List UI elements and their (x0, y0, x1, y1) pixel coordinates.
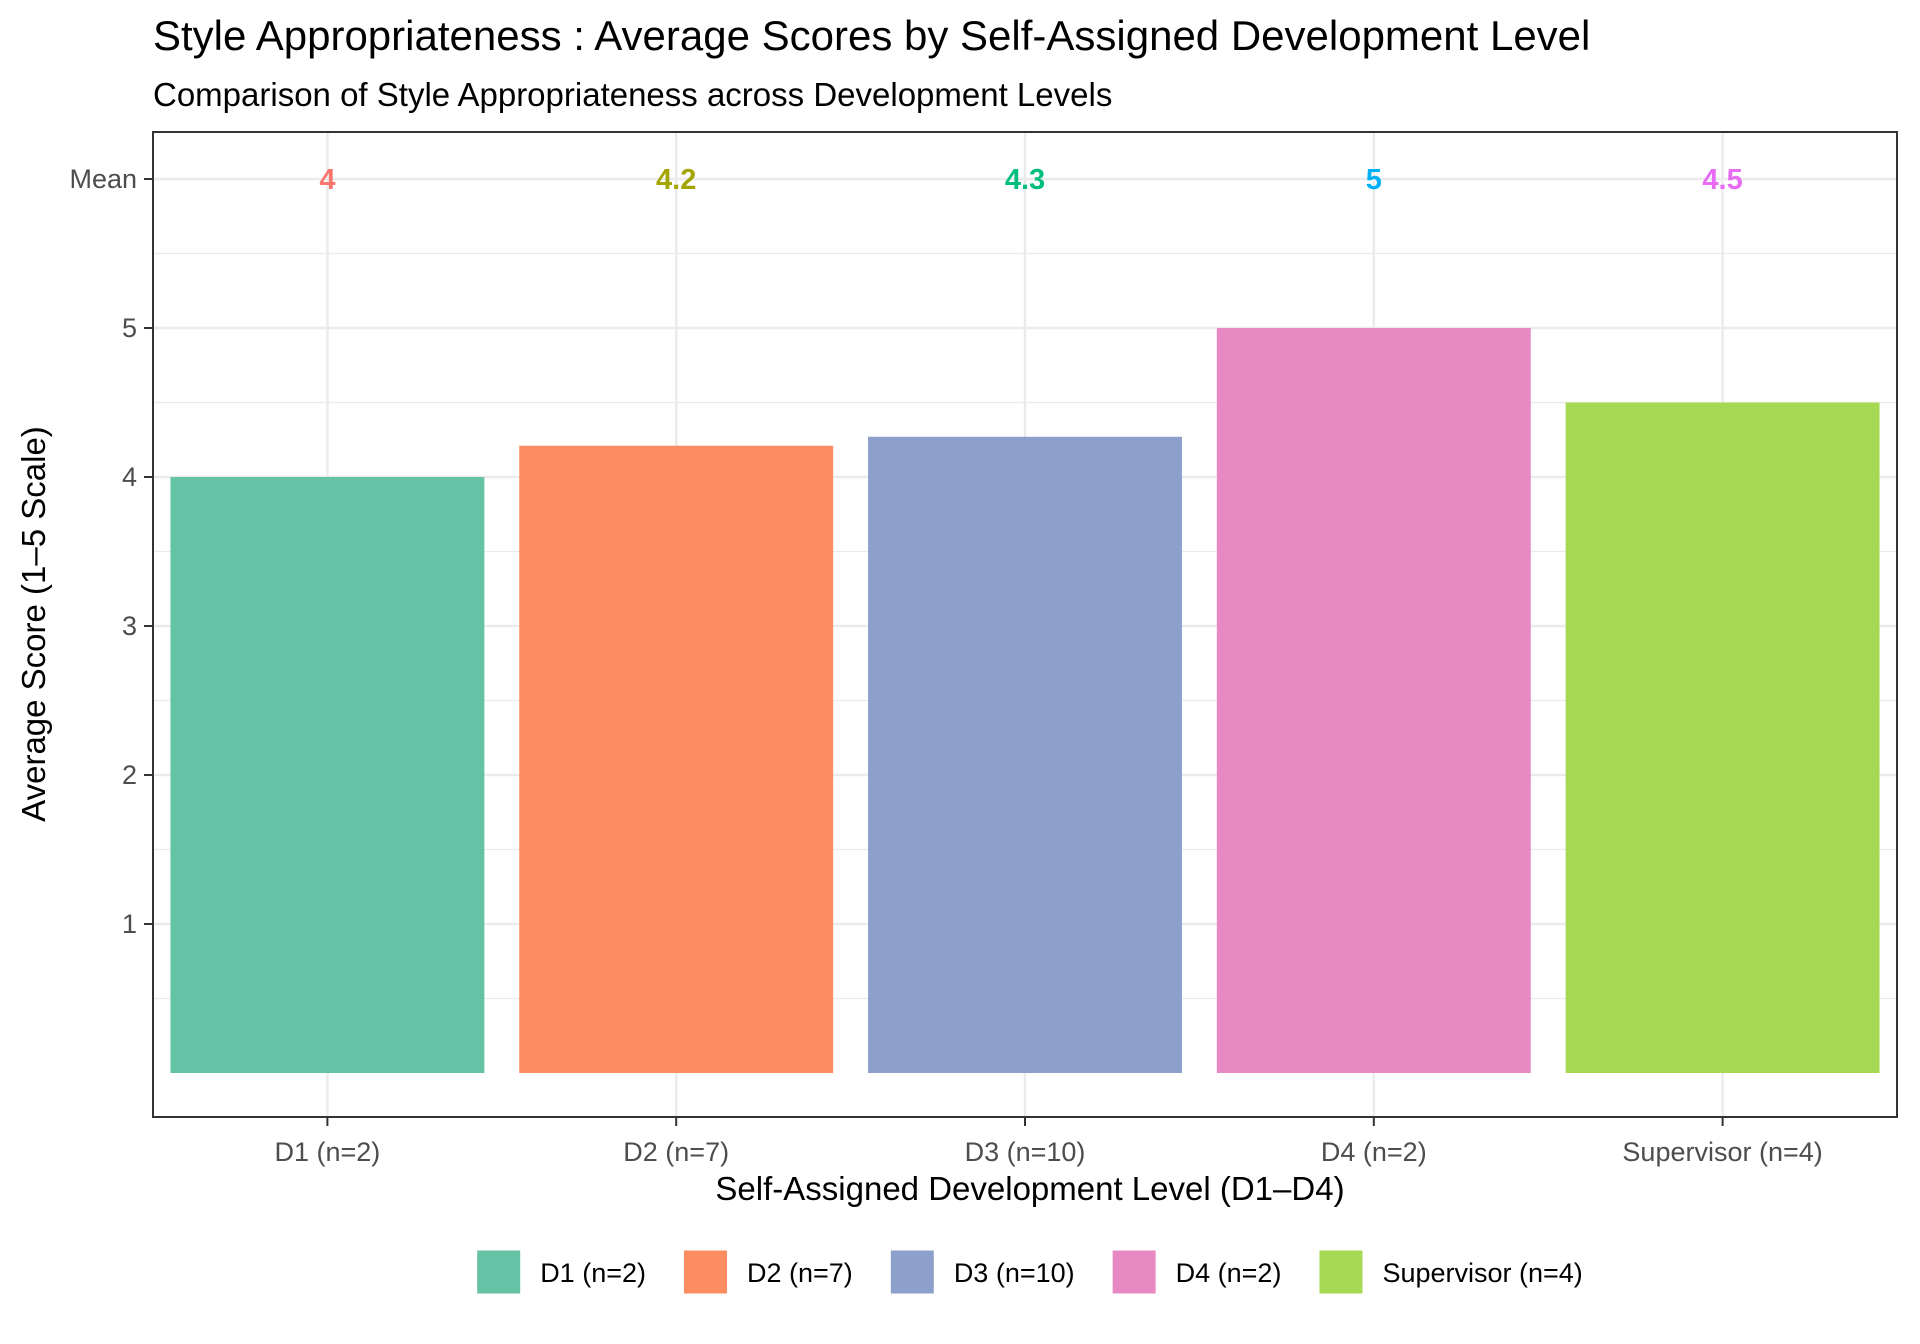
legend-key-4 (1112, 1250, 1156, 1294)
y-tick-label: 2 (122, 760, 137, 790)
legend-key-5 (1319, 1250, 1363, 1294)
legend-label-5: Supervisor (n=4) (1382, 1258, 1582, 1288)
legend-label-4: D4 (n=2) (1176, 1258, 1282, 1288)
x-axis-title: Self-Assigned Development Level (D1–D4) (715, 1170, 1344, 1207)
legend-key-1 (477, 1250, 521, 1294)
x-tick-label: Supervisor (n=4) (1622, 1137, 1822, 1167)
y-tick-label: 5 (122, 313, 137, 343)
y-tick-label: 4 (122, 462, 137, 492)
chart-subtitle: Comparison of Style Appropriateness acro… (153, 76, 1113, 113)
mean-label-4: 5 (1366, 164, 1382, 196)
x-tick-label: D3 (n=10) (965, 1137, 1086, 1167)
bar-4 (1216, 328, 1531, 1073)
legend-key-2 (684, 1250, 728, 1294)
y-tick-label-mean: Mean (69, 164, 137, 194)
mean-label-5: 4.5 (1702, 164, 1742, 196)
mean-label-1: 4 (319, 164, 335, 196)
chart-title: Style Appropriateness : Average Scores b… (153, 12, 1591, 59)
legend: D1 (n=2) D2 (n=7) D3 (n=10) D4 (n=2) Supervi… (477, 1250, 1583, 1294)
legend-key-3 (890, 1250, 934, 1294)
x-tick-label: D1 (n=2) (274, 1137, 380, 1167)
axes: 1 2 3 4 5 Mean D1 (n=2) D2 (n=7) D3 (n=10) D4 (n=… (69, 164, 1822, 1167)
bar-3 (868, 436, 1182, 1073)
legend-label-3: D3 (n=10) (954, 1258, 1075, 1288)
legend-label-1: D1 (n=2) (540, 1258, 646, 1288)
bar-2 (519, 445, 834, 1074)
bars (170, 328, 1880, 1074)
x-tick-label: D4 (n=2) (1321, 1137, 1427, 1167)
mean-label-2: 4.2 (656, 164, 696, 196)
legend-label-2: D2 (n=7) (747, 1258, 853, 1288)
x-tick-label: D2 (n=7) (623, 1137, 729, 1167)
y-axis-title: Average Score (1–5 Scale) (15, 426, 52, 822)
y-tick-label: 3 (122, 611, 137, 641)
bar-1 (170, 477, 485, 1073)
mean-label-3: 4.3 (1005, 164, 1045, 196)
mean-labels: 4 4.2 4.3 5 4.5 (319, 164, 1742, 196)
bar-5 (1565, 402, 1880, 1073)
y-tick-label: 1 (122, 909, 137, 939)
